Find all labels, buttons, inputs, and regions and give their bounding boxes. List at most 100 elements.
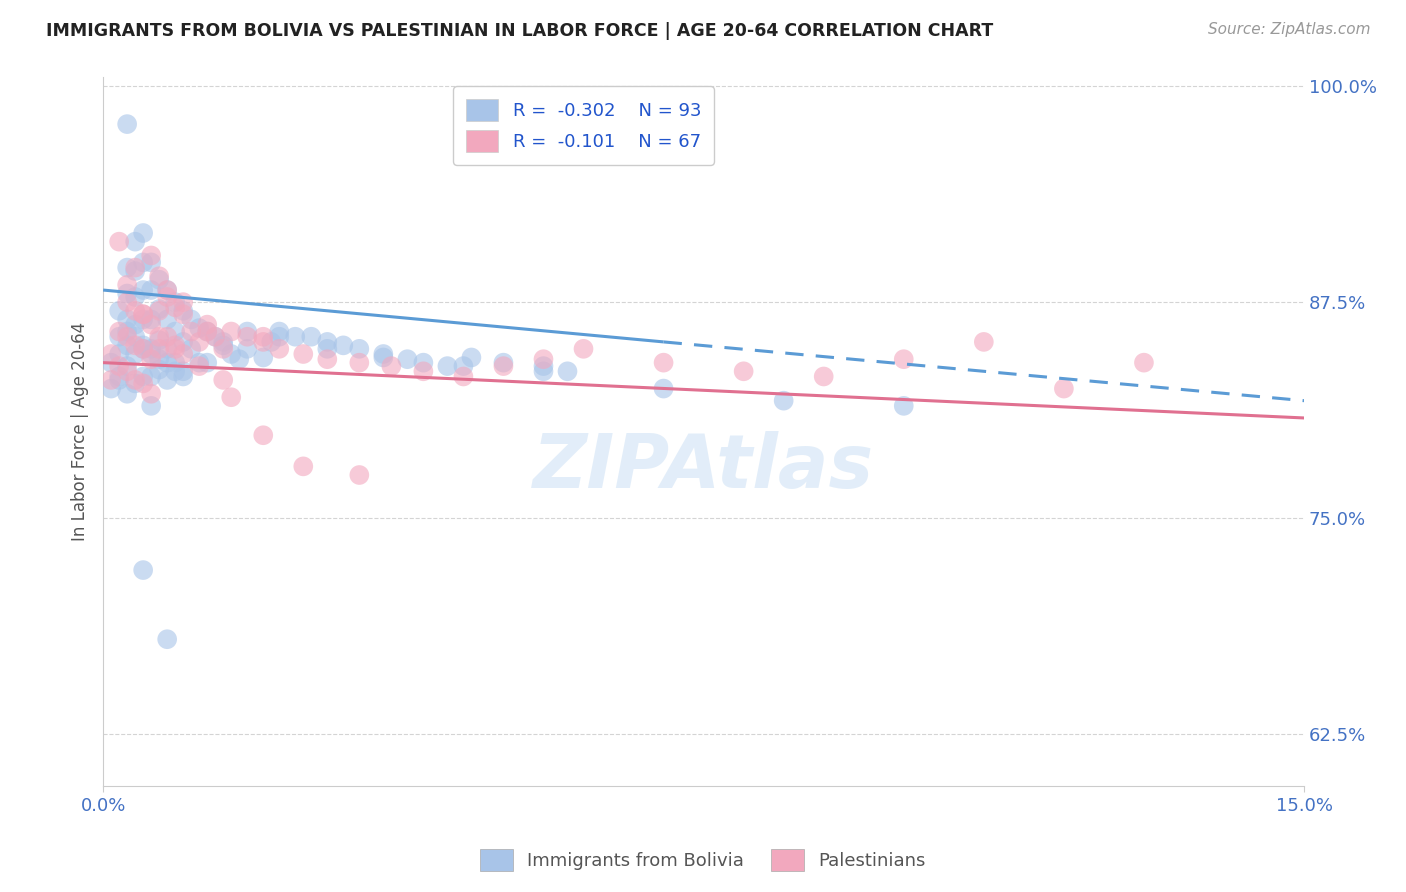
Point [141, 386, 163, 401]
Point [349, 468, 371, 483]
Point [188, 321, 211, 335]
Point [156, 373, 179, 387]
Point [132, 312, 155, 326]
Point [893, 399, 915, 413]
Point [132, 369, 155, 384]
Point [156, 283, 179, 297]
Point [108, 303, 131, 318]
Point [252, 329, 274, 343]
Point [141, 318, 163, 332]
Point [115, 325, 138, 339]
Point [141, 399, 163, 413]
Point [412, 356, 434, 370]
Point [148, 273, 170, 287]
Point [396, 352, 419, 367]
Point [124, 260, 146, 275]
Point [165, 356, 187, 370]
Point [269, 342, 291, 356]
Point [141, 347, 163, 361]
Point [332, 338, 354, 352]
Point [165, 342, 187, 356]
Text: IMMIGRANTS FROM BOLIVIA VS PALESTINIAN IN LABOR FORCE | AGE 20-64 CORRELATION CH: IMMIGRANTS FROM BOLIVIA VS PALESTINIAN I… [46, 22, 994, 40]
Point [180, 325, 202, 339]
Point [156, 283, 179, 297]
Point [165, 325, 187, 339]
Point [269, 325, 291, 339]
Y-axis label: In Labor Force | Age 20-64: In Labor Force | Age 20-64 [72, 322, 89, 541]
Point [195, 325, 218, 339]
Point [188, 359, 211, 373]
Point [195, 325, 218, 339]
Text: Source: ZipAtlas.com: Source: ZipAtlas.com [1208, 22, 1371, 37]
Point [492, 359, 515, 373]
Point [195, 318, 218, 332]
Point [108, 369, 131, 384]
Point [172, 303, 194, 318]
Point [132, 563, 155, 577]
Point [219, 325, 242, 339]
Point [124, 347, 146, 361]
Point [148, 333, 170, 347]
Legend: Immigrants from Bolivia, Palestinians: Immigrants from Bolivia, Palestinians [474, 842, 932, 879]
Point [893, 352, 915, 367]
Point [165, 301, 187, 315]
Point [252, 334, 274, 349]
Point [115, 286, 138, 301]
Point [124, 264, 146, 278]
Point [156, 632, 179, 647]
Point [172, 364, 194, 378]
Point [108, 359, 131, 373]
Point [436, 359, 458, 373]
Point [212, 342, 235, 356]
Text: ZIPAtlas: ZIPAtlas [533, 431, 875, 504]
Point [316, 352, 339, 367]
Point [124, 338, 146, 352]
Point [148, 269, 170, 284]
Point [156, 290, 179, 304]
Point [1053, 382, 1076, 396]
Point [115, 277, 138, 292]
Point [115, 260, 138, 275]
Point [156, 329, 179, 343]
Point [124, 303, 146, 318]
Point [172, 369, 194, 384]
Point [115, 312, 138, 326]
Point [269, 329, 291, 343]
Point [212, 373, 235, 387]
Point [156, 312, 179, 326]
Point [115, 359, 138, 373]
Point [108, 325, 131, 339]
Point [492, 356, 515, 370]
Legend: R =  -0.302    N = 93, R =  -0.101    N = 67: R = -0.302 N = 93, R = -0.101 N = 67 [453, 87, 714, 165]
Point [652, 356, 675, 370]
Point [453, 369, 475, 384]
Point [1133, 356, 1156, 370]
Point [453, 359, 475, 373]
Point [228, 352, 250, 367]
Point [533, 364, 555, 378]
Point [533, 352, 555, 367]
Point [124, 373, 146, 387]
Point [373, 347, 395, 361]
Point [172, 307, 194, 321]
Point [132, 338, 155, 352]
Point [148, 352, 170, 367]
Point [132, 342, 155, 356]
Point [380, 359, 402, 373]
Point [132, 307, 155, 321]
Point [141, 283, 163, 297]
Point [132, 307, 155, 321]
Point [108, 329, 131, 343]
Point [141, 312, 163, 326]
Point [148, 303, 170, 318]
Point [292, 459, 315, 474]
Point [100, 356, 122, 370]
Point [973, 334, 995, 349]
Point [141, 369, 163, 384]
Point [195, 356, 218, 370]
Point [172, 347, 194, 361]
Point [141, 352, 163, 367]
Point [108, 347, 131, 361]
Point [124, 318, 146, 332]
Point [652, 382, 675, 396]
